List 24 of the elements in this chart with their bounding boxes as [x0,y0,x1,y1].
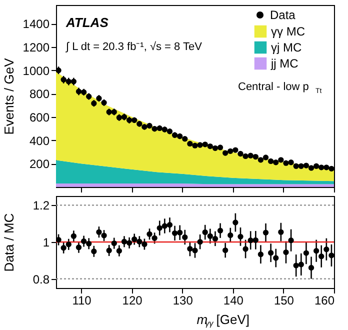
annotation: ∫ L dt = 20.3 fb⁻¹, √s = 8 TeV [65,41,203,53]
x-tick-label: 110 [72,294,92,308]
annotation: ATLAS [65,15,109,30]
legend-label: jj MC [270,56,299,70]
legend-label: γγ MC [271,24,306,38]
x-tick-label: 160 [314,294,335,308]
y-tick-label: 0.8 [32,272,50,286]
x-tick-label: 140 [223,294,244,308]
y-tick-label: 1000 [22,64,50,78]
y-tick-label: 400 [29,134,50,148]
y-axis-title: Events / GeV [2,58,16,135]
y-tick-label: 1 [42,236,50,250]
x-tick-label: 120 [122,294,143,308]
y-tick-label: 200 [29,157,50,172]
x-tick-label: 130 [172,294,194,308]
y-tick-label: 1400 [22,17,50,32]
y-tick-label: 1.2 [32,198,50,213]
y-tick-label: 600 [29,110,50,124]
y-axis-title: Data / MC [2,213,16,272]
x-tick-label: 150 [274,294,294,308]
y-tick-label: 1200 [22,40,50,54]
legend-label: γj MC [271,40,302,54]
y-tick-label: 800 [29,87,50,102]
legend-label: Data [270,8,296,22]
